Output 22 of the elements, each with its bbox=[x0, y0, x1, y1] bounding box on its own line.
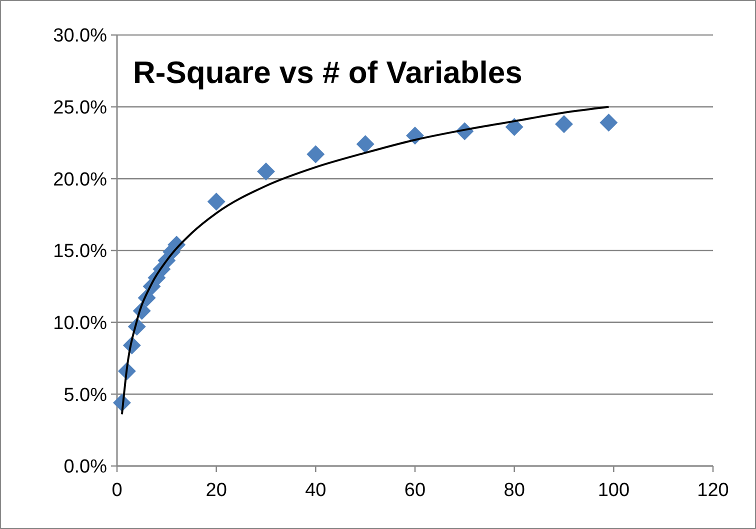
point bbox=[356, 135, 374, 154]
point bbox=[600, 114, 618, 132]
y-tick-label: 0.0% bbox=[64, 456, 108, 478]
text: R-Square vs # of Variables bbox=[133, 55, 522, 90]
y-tick-label: 25.0% bbox=[53, 97, 108, 118]
y-tick-label: 15.0% bbox=[53, 241, 108, 262]
point bbox=[505, 118, 524, 136]
x-tick-label: 0 bbox=[112, 480, 122, 501]
x-tick-label: 20 bbox=[206, 480, 227, 501]
x-tick-label: 100 bbox=[598, 480, 630, 501]
point bbox=[257, 162, 275, 180]
x-tick-label: 60 bbox=[404, 480, 426, 501]
x-tick-label: 120 bbox=[697, 480, 729, 501]
y-tick-label: 20.0% bbox=[53, 169, 108, 190]
point bbox=[555, 115, 573, 134]
x-tick-label: 40 bbox=[305, 480, 326, 501]
y-tick-label: 10.0% bbox=[53, 312, 108, 334]
point bbox=[306, 145, 325, 164]
x-tick-label: 80 bbox=[504, 480, 525, 501]
y-tick-label: 30.0% bbox=[53, 26, 108, 47]
point bbox=[207, 192, 226, 211]
y-tick-label: 5.0% bbox=[64, 384, 108, 406]
